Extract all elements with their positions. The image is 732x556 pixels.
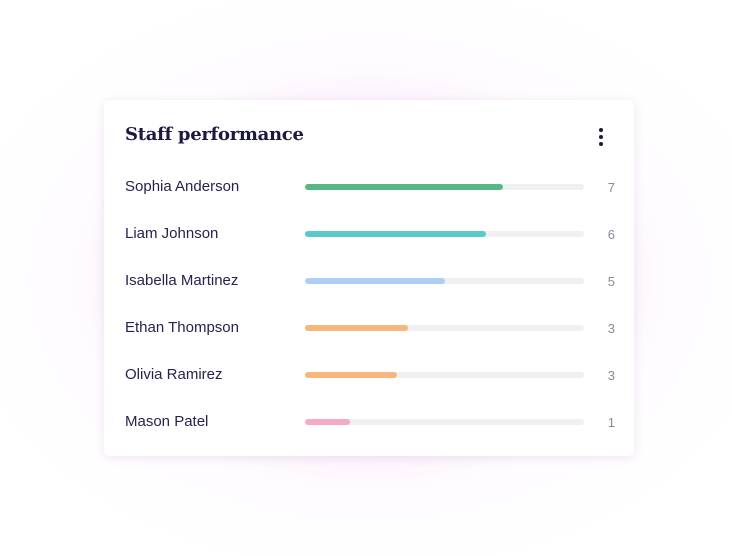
staff-score: 7 [607, 180, 615, 195]
staff-row: Sophia Anderson 7 [125, 164, 615, 211]
staff-name: Isabella Martinez [125, 272, 239, 289]
performance-bar [305, 231, 584, 237]
menu-dot [599, 128, 603, 132]
performance-bar [305, 419, 584, 425]
performance-bar [305, 372, 584, 378]
staff-score: 3 [607, 368, 615, 383]
staff-performance-card: Staff performance Sophia Anderson 7 Liam… [104, 100, 634, 456]
performance-bar [305, 184, 584, 190]
staff-name: Liam Johnson [125, 225, 219, 242]
staff-name: Mason Patel [125, 413, 209, 430]
staff-score: 5 [607, 274, 615, 289]
staff-score: 1 [607, 415, 615, 430]
staff-row: Isabella Martinez 5 [125, 258, 615, 305]
performance-bar-fill [305, 372, 398, 378]
staff-row: Mason Patel 1 [125, 399, 615, 446]
performance-bar-fill [305, 278, 445, 284]
performance-bar [305, 278, 584, 284]
more-vertical-icon[interactable] [590, 126, 612, 148]
staff-name: Ethan Thompson [125, 319, 239, 336]
menu-dot [599, 135, 603, 139]
staff-name: Sophia Anderson [125, 178, 240, 195]
staff-row: Liam Johnson 6 [125, 211, 615, 258]
staff-list: Sophia Anderson 7 Liam Johnson 6 Isabell… [125, 164, 615, 446]
staff-score: 3 [607, 321, 615, 336]
performance-bar-fill [305, 231, 487, 237]
staff-row: Olivia Ramirez 3 [125, 352, 615, 399]
performance-bar-fill [305, 184, 504, 190]
performance-bar [305, 325, 584, 331]
menu-dot [599, 142, 603, 146]
staff-score: 6 [607, 227, 615, 242]
staff-row: Ethan Thompson 3 [125, 305, 615, 352]
staff-name: Olivia Ramirez [125, 366, 223, 383]
card-title: Staff performance [125, 124, 304, 145]
performance-bar-fill [305, 419, 350, 425]
performance-bar-fill [305, 325, 409, 331]
